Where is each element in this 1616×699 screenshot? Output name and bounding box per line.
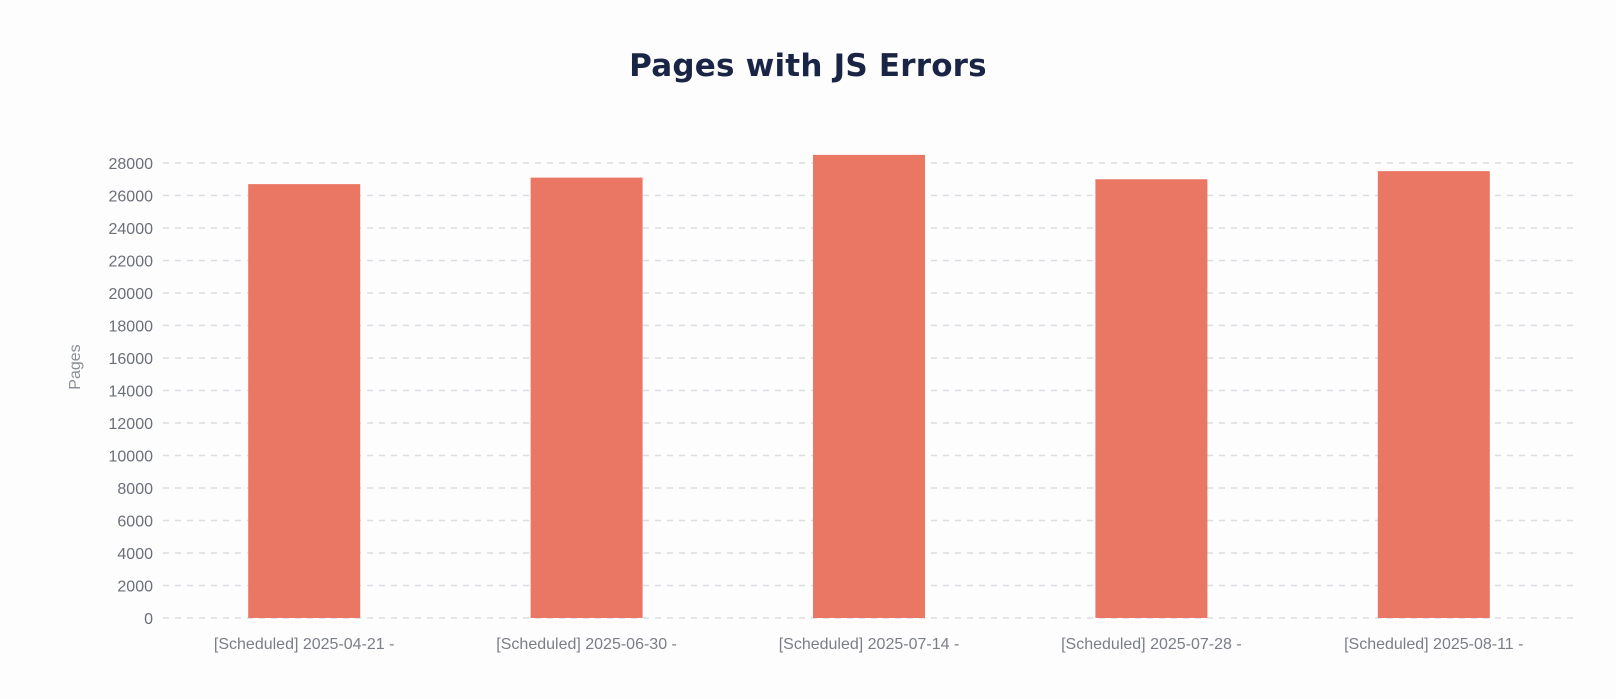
y-tick-label: 22000 [109,254,154,271]
y-tick-label: 2000 [117,579,153,596]
y-tick-label: 10000 [109,449,154,466]
y-tick-label: 18000 [109,319,154,336]
y-tick-label: 28000 [109,156,154,173]
y-tick-label: 8000 [117,481,153,498]
y-tick-label: 0 [144,611,153,628]
chart-title: Pages with JS Errors [629,48,987,84]
x-tick-label: [Scheduled] 2025-07-28 - [1061,636,1242,653]
bar[interactable] [813,154,925,618]
bars [248,154,1490,618]
y-tick-label: 4000 [117,546,153,563]
y-tick-label: 12000 [109,416,154,433]
y-tick-label: 24000 [109,221,154,238]
x-axis-labels: [Scheduled] 2025-04-21 - [Scheduled] 2025… [214,636,1524,653]
bar[interactable] [1377,171,1490,618]
bar[interactable] [1095,179,1208,618]
y-axis-ticks: 0 2000 4000 6000 8000 10000 12000 14000 16000 180… [109,156,154,628]
y-tick-label: 6000 [117,514,153,531]
bar[interactable] [530,177,643,618]
y-tick-label: 20000 [109,286,154,303]
y-axis-title: Pages [67,344,84,389]
bar[interactable] [248,184,361,618]
x-tick-label: [Scheduled] 2025-04-21 - [214,636,395,653]
x-tick-label: [Scheduled] 2025-06-30 - [496,636,677,653]
y-tick-label: 16000 [109,351,154,368]
x-tick-label: [Scheduled] 2025-07-14 - [779,636,960,653]
y-tick-label: 26000 [109,189,154,206]
x-tick-label: [Scheduled] 2025-08-11 - [1344,636,1523,653]
gridlines [163,162,1575,619]
y-tick-label: 14000 [109,384,154,401]
